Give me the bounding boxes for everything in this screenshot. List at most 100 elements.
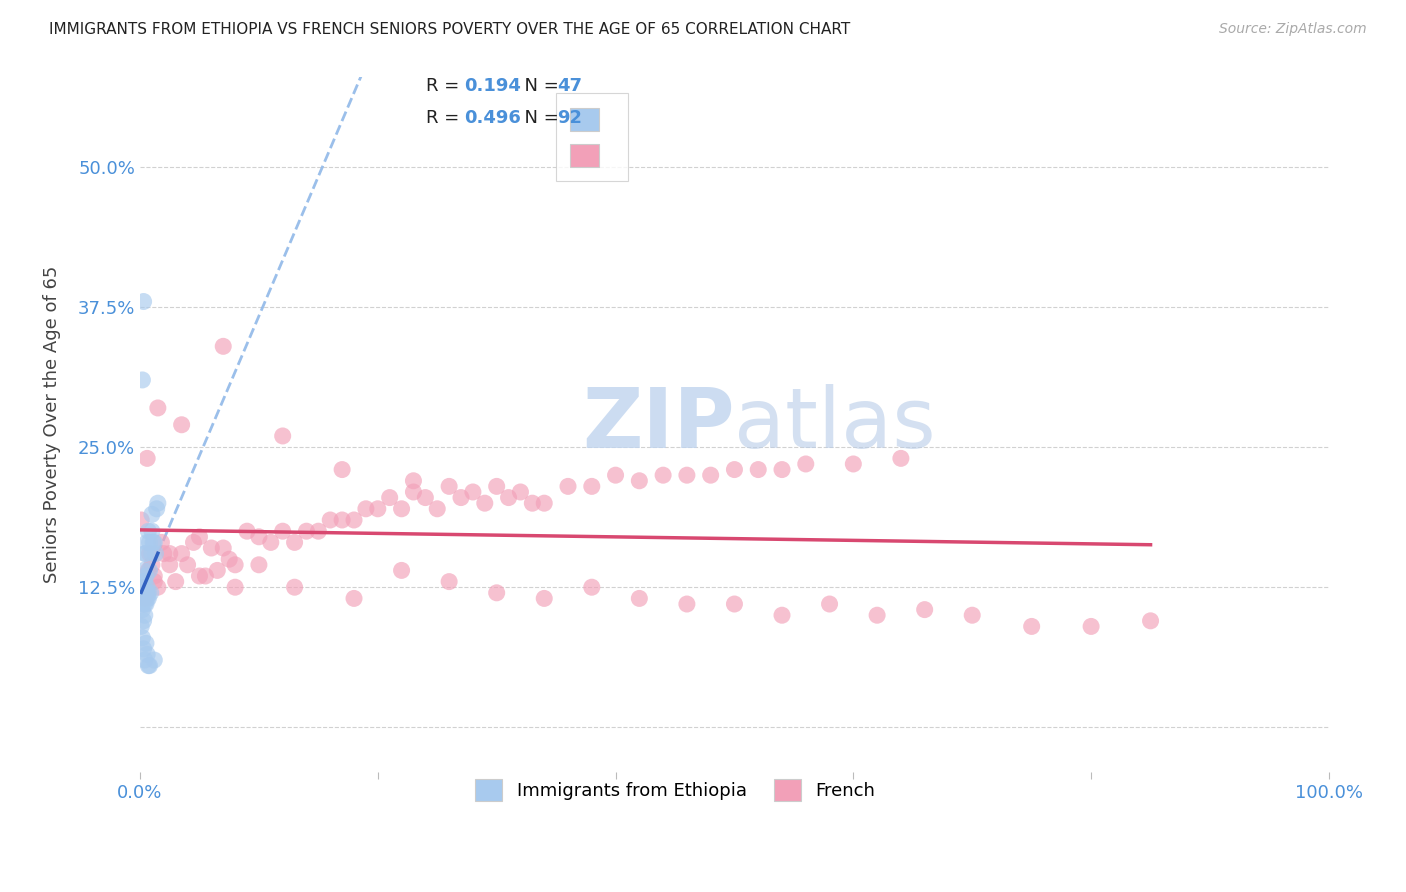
Point <box>224 580 246 594</box>
Point <box>136 586 159 600</box>
Point <box>284 535 307 549</box>
Point <box>509 485 531 500</box>
Point <box>129 513 152 527</box>
Point <box>581 580 603 594</box>
Point <box>605 468 627 483</box>
Point <box>402 485 425 500</box>
Point <box>330 513 353 527</box>
Point <box>557 479 579 493</box>
Point <box>165 574 187 589</box>
Point <box>141 547 163 561</box>
Point <box>138 524 160 539</box>
Point <box>628 591 651 606</box>
Point <box>866 608 889 623</box>
Text: Source: ZipAtlas.com: Source: ZipAtlas.com <box>1219 22 1367 37</box>
Point <box>533 496 555 510</box>
Point <box>146 496 169 510</box>
Point <box>914 602 936 616</box>
Point <box>136 535 159 549</box>
Point <box>170 547 193 561</box>
Point <box>461 485 484 500</box>
Point <box>367 501 389 516</box>
Point <box>628 474 651 488</box>
Point <box>343 513 366 527</box>
Point <box>485 586 508 600</box>
Point <box>150 535 173 549</box>
Point <box>145 501 167 516</box>
Point <box>141 524 163 539</box>
Point <box>143 569 166 583</box>
Point <box>307 524 329 539</box>
Text: 47: 47 <box>557 77 582 95</box>
Point <box>890 451 912 466</box>
Point <box>132 641 155 656</box>
Point <box>143 653 166 667</box>
Point <box>188 530 211 544</box>
Point <box>212 541 235 555</box>
Point <box>131 631 153 645</box>
Text: 0.194: 0.194 <box>464 77 520 95</box>
Point <box>135 591 157 606</box>
Point <box>498 491 520 505</box>
Point <box>474 496 496 510</box>
Point <box>134 591 156 606</box>
Point <box>415 491 437 505</box>
Point <box>391 563 413 577</box>
Point <box>132 614 155 628</box>
Point <box>131 597 153 611</box>
Point <box>129 591 152 606</box>
Point <box>159 558 181 572</box>
Point <box>218 552 240 566</box>
Point <box>129 619 152 633</box>
Point <box>652 468 675 483</box>
Point <box>141 558 163 572</box>
Point <box>132 563 155 577</box>
Point <box>207 563 229 577</box>
Text: 92: 92 <box>557 109 582 127</box>
Point <box>146 580 169 594</box>
Point <box>138 591 160 606</box>
Point <box>212 339 235 353</box>
Text: atlas: atlas <box>734 384 936 466</box>
Point <box>132 580 155 594</box>
Point <box>747 462 769 476</box>
Point <box>138 658 160 673</box>
Point <box>142 535 165 549</box>
Point <box>139 586 162 600</box>
Point <box>132 586 155 600</box>
Point <box>135 569 157 583</box>
Point <box>188 569 211 583</box>
Point <box>723 462 745 476</box>
Text: N =: N = <box>513 109 565 127</box>
Point <box>134 591 156 606</box>
Point <box>224 558 246 572</box>
Point <box>138 547 160 561</box>
Point <box>426 501 449 516</box>
Point <box>343 591 366 606</box>
Point <box>699 468 721 483</box>
Point <box>131 602 153 616</box>
Point <box>138 658 160 673</box>
Point <box>136 580 159 594</box>
Point <box>533 591 555 606</box>
Point <box>146 401 169 415</box>
Point <box>138 535 160 549</box>
Point <box>676 597 699 611</box>
Point <box>136 648 159 662</box>
Point <box>1139 614 1161 628</box>
Point <box>295 524 318 539</box>
Point <box>131 574 153 589</box>
Point <box>247 558 270 572</box>
Point <box>794 457 817 471</box>
Point <box>170 417 193 432</box>
Text: ZIP: ZIP <box>582 384 734 466</box>
Point <box>200 541 222 555</box>
Text: N =: N = <box>513 77 565 95</box>
Text: R =: R = <box>426 109 465 127</box>
Point <box>131 373 153 387</box>
Point <box>284 580 307 594</box>
Point <box>194 569 217 583</box>
Point <box>1021 619 1043 633</box>
Point <box>437 574 460 589</box>
Point <box>134 597 156 611</box>
